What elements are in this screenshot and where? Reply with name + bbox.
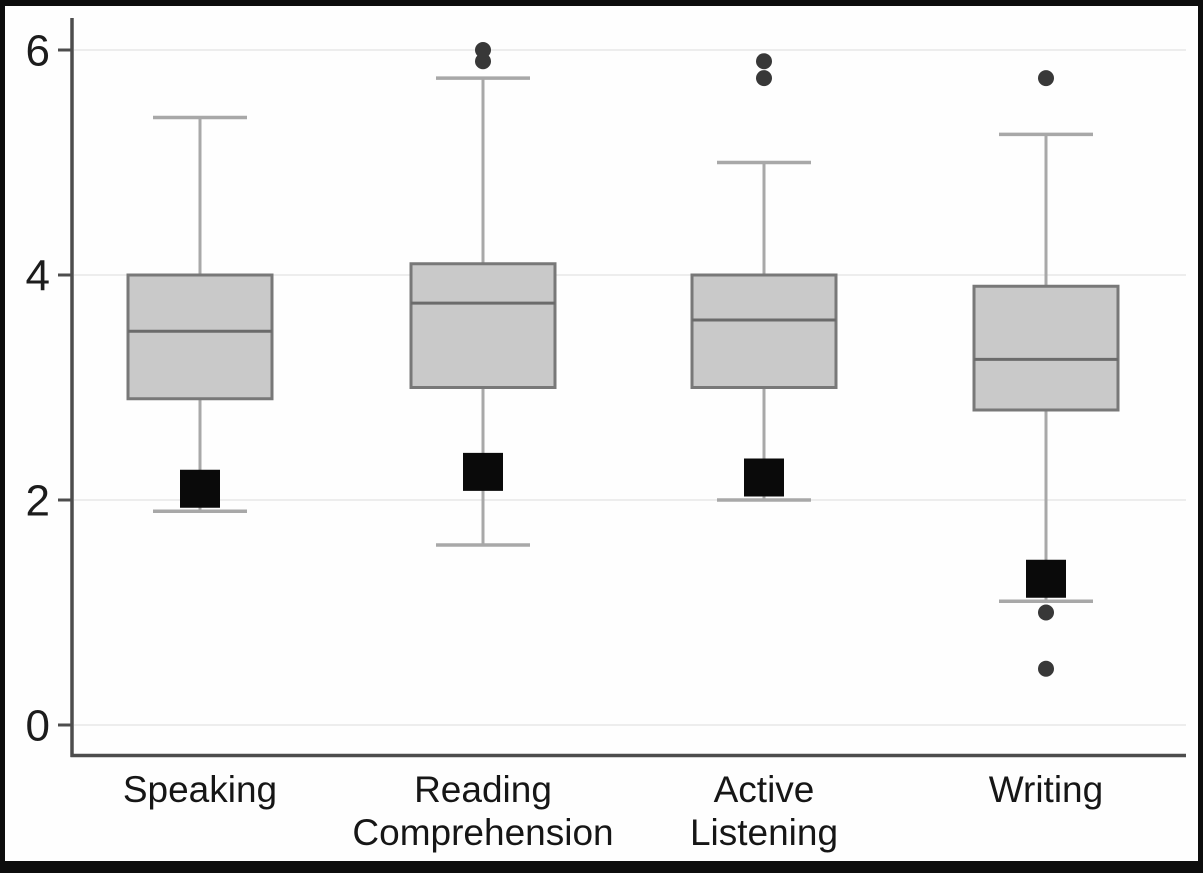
outlier-dot-writing-2: [1038, 660, 1054, 677]
mean-marker-reading-comprehension: [463, 452, 503, 491]
box-active-listening: [690, 273, 838, 389]
y-tick-label-2: 2: [26, 476, 50, 525]
box-speaking: [126, 273, 274, 401]
mean-marker-active-listening: [744, 458, 784, 497]
category-label-speaking: Speaking: [123, 769, 277, 810]
outlier-dot-active-listening-1: [756, 53, 772, 70]
outlier-dot-active-listening-0: [756, 70, 772, 87]
category-label-active-listening: Active Listening: [690, 769, 838, 853]
box-reading-comprehension: [409, 262, 557, 389]
outlier-dot-writing-1: [1038, 604, 1054, 621]
y-tick-label-0: 0: [26, 701, 50, 750]
outlier-dot-reading-comprehension-1: [475, 42, 491, 58]
y-tick-label-6: 6: [26, 26, 50, 75]
box-writing: [972, 284, 1120, 412]
y-tick-label-4: 4: [26, 251, 50, 300]
outlier-dot-reading-comprehension-0: [475, 53, 491, 70]
category-label-writing: Writing: [989, 769, 1103, 810]
category-label-reading-comprehension: Reading Comprehension: [352, 769, 613, 853]
mean-marker-writing: [1026, 559, 1066, 598]
outlier-dot-writing-0: [1038, 70, 1054, 87]
mean-marker-speaking: [180, 469, 220, 508]
